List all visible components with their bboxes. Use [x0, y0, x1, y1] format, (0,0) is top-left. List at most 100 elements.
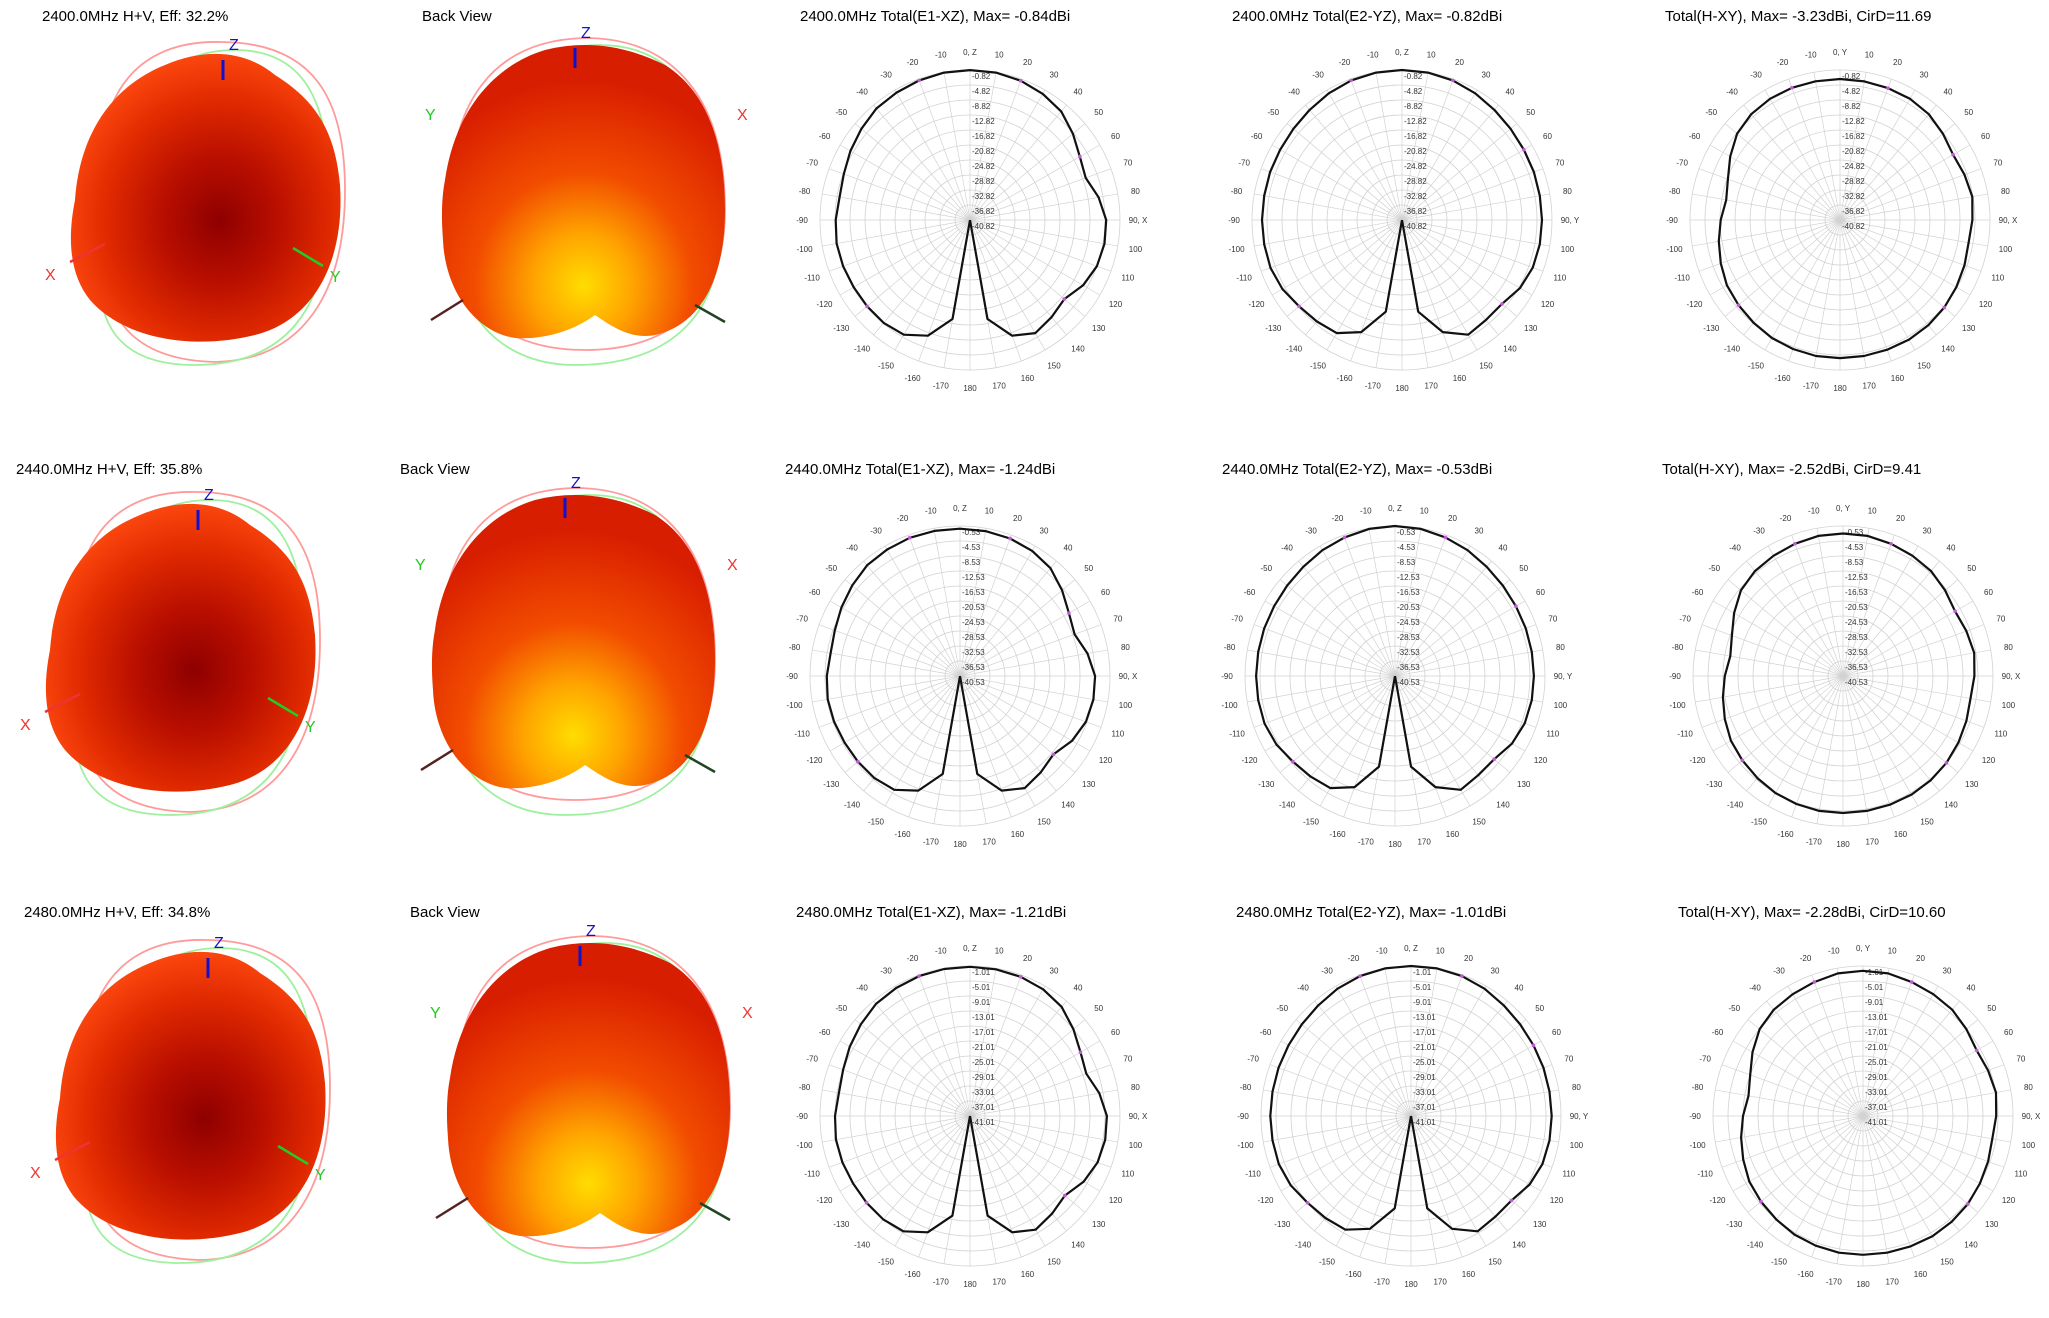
angle-tick-label: 10	[1868, 507, 1877, 516]
pattern-marker	[1944, 761, 1949, 765]
angle-tick-label: -50	[826, 564, 838, 573]
polar-e2-yz[interactable]: 180 -170 -160 -150 -140 -130 -120 -110 -100 -90 -8…	[1226, 918, 1626, 1318]
pattern-marker	[1063, 1193, 1067, 1198]
angle-tick-label: 70	[1548, 615, 1557, 624]
pattern-3d-front[interactable]: Z X Y	[20, 470, 380, 830]
grid-spoke	[969, 1115, 1046, 1247]
ring-label: -5.01	[1413, 983, 1432, 992]
angle-tick-label: 170	[1417, 837, 1431, 846]
polar-e1-xz[interactable]: 180 -170 -160 -150 -140 -130 -120 -110 -100 -90 -8…	[785, 22, 1185, 422]
angle-tick-label: -80	[1672, 643, 1684, 652]
grid-spoke	[873, 1000, 971, 1117]
ring-label: -4.82	[1404, 87, 1423, 96]
x-axis-label: X	[737, 107, 748, 124]
angle-tick-label: 50	[1094, 1004, 1103, 1013]
angle-tick-label: -60	[1260, 1028, 1272, 1037]
ring-label: -24.53	[1397, 618, 1420, 627]
angle-tick-label: 40	[1515, 983, 1524, 992]
angle-tick-label: -160	[1778, 830, 1795, 839]
ring-label: -12.82	[972, 117, 995, 126]
angle-tick-label: 160	[1914, 1270, 1928, 1279]
grid-spoke	[1732, 1115, 1864, 1192]
grid-spoke	[969, 123, 1086, 221]
polar-e2-yz[interactable]: 180 -170 -160 -150 -140 -130 -120 -110 -100 -90 -8…	[1217, 22, 1617, 422]
pattern-marker	[1008, 536, 1012, 541]
grid-spoke	[1839, 219, 1867, 368]
grid-spoke	[1394, 649, 1543, 677]
grid-spoke	[969, 78, 1022, 221]
pattern-marker	[1492, 757, 1496, 762]
grid-spoke	[894, 985, 971, 1117]
grid-spoke	[1842, 649, 1991, 677]
view3d-title: 2480.0MHz H+V, Eff: 34.8%	[24, 904, 211, 921]
grid-spoke	[1319, 675, 1396, 807]
polar-h-xy[interactable]: 180 -170 -160 -150 -140 -130 -120 -110 -100 -90 -8…	[1655, 22, 2035, 422]
grid-spoke	[812, 649, 961, 677]
angle-tick-label: -100	[1238, 1141, 1255, 1150]
pattern-3d-back[interactable]: Z Y X	[415, 470, 745, 830]
polar-h-xy[interactable]: 180 -170 -160 -150 -140 -130 -120 -110 -100 -90 -8…	[1678, 918, 2049, 1318]
heat-surface	[45, 503, 316, 792]
pattern-marker	[1793, 541, 1797, 546]
polar-e1-xz[interactable]: 180 -170 -160 -150 -140 -130 -120 -110 -100 -90 -8…	[785, 918, 1185, 1318]
heat-surface	[431, 495, 715, 789]
ring-label: -36.53	[1845, 663, 1868, 672]
grid-spoke	[1788, 219, 1841, 362]
angle-tick-label: -130	[1265, 324, 1282, 333]
ring-label: -40.53	[1845, 678, 1868, 687]
angle-tick-label: 100	[1570, 1141, 1584, 1150]
ring-label: -4.53	[1397, 543, 1416, 552]
angle-tick-label: 170	[992, 381, 1006, 390]
grid-spoke	[1862, 1115, 1915, 1258]
grid-spoke	[1264, 675, 1396, 752]
grid-spoke	[1401, 219, 1544, 272]
angle-tick-label: 50	[1519, 564, 1528, 573]
ring-label: -16.82	[972, 132, 995, 141]
angle-tick-label: 150	[1037, 817, 1051, 826]
pattern-3d-back[interactable]: Z Y X	[430, 918, 760, 1278]
grid-spoke	[969, 72, 997, 221]
angle-tick-label: -110	[1245, 1169, 1261, 1178]
grid-spoke	[1787, 985, 1864, 1117]
angle-tick-label: 10	[1888, 947, 1897, 956]
pattern-3d-front[interactable]: Z X Y	[45, 20, 405, 380]
grid-spoke	[1839, 193, 1988, 221]
grid-spoke	[1743, 219, 1841, 336]
angle-tick-label: 80	[1121, 643, 1130, 652]
angle-tick-label: 160	[1446, 830, 1460, 839]
angle-tick-label: -10	[1360, 507, 1372, 516]
angle-tick-label: -10	[935, 947, 947, 956]
grid-spoke	[1721, 1064, 1864, 1117]
grid-spoke	[1839, 219, 1982, 272]
angle-tick-label: -100	[797, 1141, 814, 1150]
ring-label: -24.82	[1842, 162, 1865, 171]
grid-spoke	[854, 123, 971, 221]
z-axis-label: Z	[229, 37, 239, 54]
pattern-marker	[1051, 752, 1056, 757]
angle-tick-label: -20	[1339, 58, 1351, 67]
angle-tick-label: 60	[1552, 1028, 1561, 1037]
angle-tick-label: -30	[1753, 527, 1765, 536]
ring-label: -9.01	[1413, 998, 1432, 1007]
angle-tick-label: 100	[2002, 701, 2016, 710]
pattern-3d-front[interactable]: Z X Y	[30, 918, 390, 1278]
angle-tick-label: -150	[1303, 817, 1320, 826]
grid-spoke	[1401, 78, 1454, 221]
polar-e1-xz[interactable]: 180 -170 -160 -150 -140 -130 -120 -110 -100 -90 -8…	[775, 478, 1175, 878]
angle-tick-label: 50	[1526, 108, 1535, 117]
grid-spoke	[969, 219, 1067, 336]
heat-surface	[446, 943, 730, 1237]
grid-spoke	[1410, 1115, 1487, 1247]
grid-spoke	[1842, 675, 1985, 728]
grid-spoke	[1836, 1115, 1864, 1264]
polar-e2-yz[interactable]: 180 -170 -160 -150 -140 -130 -120 -110 -100 -90 -8…	[1210, 478, 1610, 878]
polar-h-xy[interactable]: 180 -170 -160 -150 -140 -130 -120 -110 -100 -90 -8…	[1658, 478, 2038, 878]
angle-tick-label: -50	[1729, 1004, 1741, 1013]
angle-tick-label: -160	[1330, 830, 1347, 839]
grid-spoke	[844, 675, 961, 773]
angle-tick-label: 40	[1074, 983, 1083, 992]
angle-tick-label: -80	[799, 187, 811, 196]
angle-tick-label: 110	[2014, 1169, 2027, 1178]
pattern-3d-back[interactable]: Z Y X	[425, 20, 755, 380]
